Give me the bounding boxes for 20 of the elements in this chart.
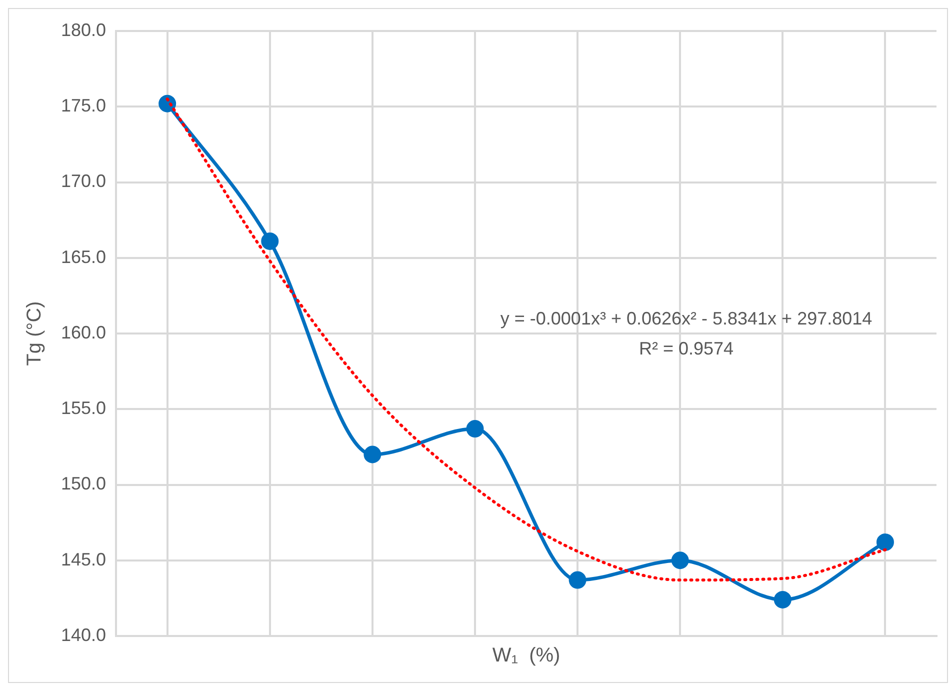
point <box>671 552 689 570</box>
y-tick-label: 145.0 <box>60 549 106 570</box>
y-tick-label: 150.0 <box>60 474 106 494</box>
point <box>876 533 894 551</box>
point <box>364 446 382 464</box>
y-tick-label: 155.0 <box>60 398 106 418</box>
point <box>261 232 279 250</box>
x-axis-title: W₁ (%) <box>492 644 560 667</box>
y-tick-label: 180.0 <box>60 20 106 40</box>
annotation: R² = 0.9574 <box>638 338 734 359</box>
y-axis-title: Tg (°C) <box>24 301 46 366</box>
annotation: y = -0.0001x³ + 0.0626x² - 5.8341x + 297.8014 <box>500 308 872 329</box>
point <box>774 590 792 608</box>
point <box>466 420 484 438</box>
y-tick-label: 140.0 <box>60 624 106 645</box>
y-tick-label: 160.0 <box>60 322 106 342</box>
y-tick-label: 170.0 <box>60 171 106 192</box>
point <box>568 571 586 589</box>
y-tick-label: 165.0 <box>60 246 106 267</box>
y-tick-label: 175.0 <box>60 96 106 116</box>
